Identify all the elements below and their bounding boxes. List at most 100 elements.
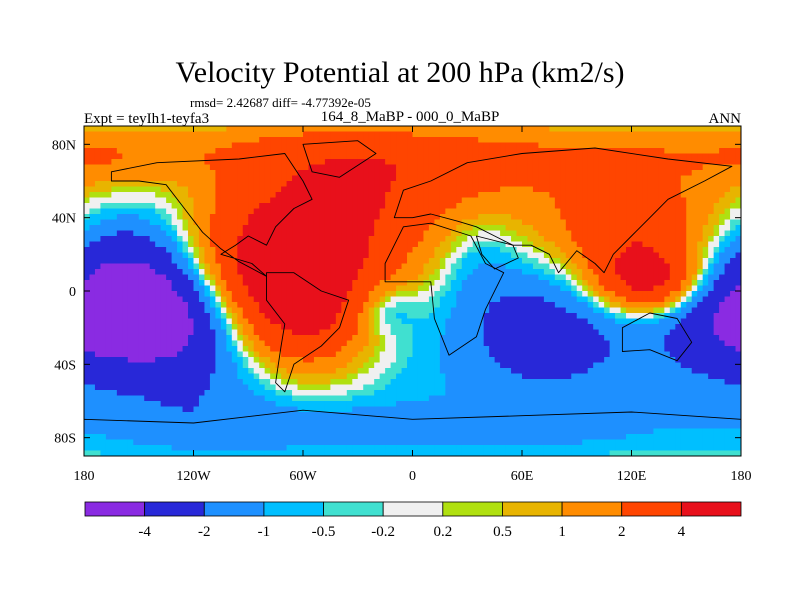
field-cell bbox=[127, 252, 134, 259]
field-cell bbox=[708, 126, 715, 133]
field-cell bbox=[593, 346, 600, 353]
field-cell bbox=[248, 148, 255, 155]
field-cell bbox=[527, 285, 534, 292]
field-cell bbox=[231, 263, 238, 270]
field-cell bbox=[538, 291, 545, 298]
field-cell bbox=[100, 324, 107, 331]
field-cell bbox=[549, 197, 556, 204]
field-cell bbox=[554, 252, 561, 259]
field-cell bbox=[292, 269, 299, 276]
field-cell bbox=[335, 236, 342, 243]
field-cell bbox=[105, 313, 112, 320]
field-cell bbox=[89, 241, 96, 248]
field-cell bbox=[620, 126, 627, 133]
field-cell bbox=[636, 153, 644, 160]
field-cell bbox=[138, 192, 145, 199]
field-cell bbox=[593, 252, 600, 259]
field-cell bbox=[346, 175, 353, 182]
field-cell bbox=[538, 302, 545, 309]
field-cell bbox=[335, 307, 342, 314]
field-cell bbox=[253, 274, 260, 281]
field-cell bbox=[626, 335, 633, 342]
field-cell bbox=[724, 148, 731, 155]
field-cell bbox=[680, 131, 687, 138]
field-cell bbox=[494, 186, 501, 193]
field-cell bbox=[675, 219, 682, 226]
field-cell bbox=[84, 263, 91, 270]
field-cell bbox=[155, 335, 162, 342]
field-cell bbox=[626, 159, 633, 166]
field-cell bbox=[500, 307, 507, 314]
field-cell bbox=[127, 285, 134, 292]
field-cell bbox=[543, 219, 550, 226]
field-cell bbox=[582, 307, 589, 314]
field-cell bbox=[177, 170, 184, 177]
field-cell bbox=[357, 269, 364, 276]
field-cell bbox=[653, 252, 660, 259]
field-cell bbox=[89, 131, 96, 138]
field-cell bbox=[160, 280, 167, 287]
field-cell bbox=[653, 340, 660, 347]
field-cell bbox=[313, 137, 321, 144]
field-cell bbox=[324, 148, 331, 155]
field-cell bbox=[417, 214, 425, 221]
field-cell bbox=[335, 340, 342, 347]
field-cell bbox=[297, 197, 304, 204]
field-cell bbox=[472, 335, 479, 342]
field-cell bbox=[242, 186, 249, 193]
field-cell bbox=[182, 274, 189, 281]
field-cell bbox=[675, 285, 682, 292]
field-cell bbox=[467, 175, 474, 182]
field-cell bbox=[560, 153, 567, 160]
field-cell bbox=[215, 318, 222, 325]
field-cell bbox=[439, 340, 446, 347]
field-cell bbox=[708, 263, 715, 270]
field-cell bbox=[478, 131, 485, 138]
field-cell bbox=[226, 203, 233, 210]
field-cell bbox=[500, 291, 507, 298]
field-cell bbox=[730, 280, 737, 287]
field-cell bbox=[111, 153, 118, 160]
field-cell bbox=[374, 186, 381, 193]
field-cell bbox=[94, 324, 102, 331]
field-cell bbox=[220, 346, 227, 353]
field-cell bbox=[253, 236, 260, 243]
field-cell bbox=[166, 258, 173, 265]
field-cell bbox=[609, 280, 616, 287]
field-cell bbox=[461, 236, 468, 243]
field-cell bbox=[111, 164, 118, 171]
field-cell bbox=[116, 175, 123, 182]
field-cell bbox=[209, 247, 216, 254]
field-cell bbox=[94, 274, 102, 281]
field-cell bbox=[368, 225, 375, 232]
field-cell bbox=[303, 302, 310, 309]
field-cell bbox=[532, 186, 540, 193]
field-cell bbox=[505, 181, 512, 188]
field-cell bbox=[374, 269, 381, 276]
field-cell bbox=[423, 340, 430, 347]
field-cell bbox=[505, 137, 512, 144]
field-cell bbox=[467, 302, 474, 309]
field-cell bbox=[204, 219, 211, 226]
field-cell bbox=[122, 137, 129, 144]
field-cell bbox=[363, 346, 370, 353]
field-cell bbox=[669, 181, 676, 188]
field-cell bbox=[209, 335, 216, 342]
field-cell bbox=[697, 302, 704, 309]
field-cell bbox=[242, 335, 249, 342]
field-cell bbox=[319, 159, 326, 166]
field-cell bbox=[363, 186, 370, 193]
field-cell bbox=[209, 252, 216, 259]
field-cell bbox=[527, 247, 534, 254]
field-cell bbox=[94, 131, 102, 138]
field-cell bbox=[133, 285, 140, 292]
field-cell bbox=[467, 335, 474, 342]
field-cell bbox=[111, 126, 118, 133]
field-cell bbox=[259, 142, 266, 149]
field-cell bbox=[604, 274, 611, 281]
field-cell bbox=[275, 318, 282, 325]
field-cell bbox=[686, 126, 693, 133]
field-cell bbox=[505, 302, 512, 309]
field-cell bbox=[664, 230, 671, 237]
field-cell bbox=[582, 318, 589, 325]
